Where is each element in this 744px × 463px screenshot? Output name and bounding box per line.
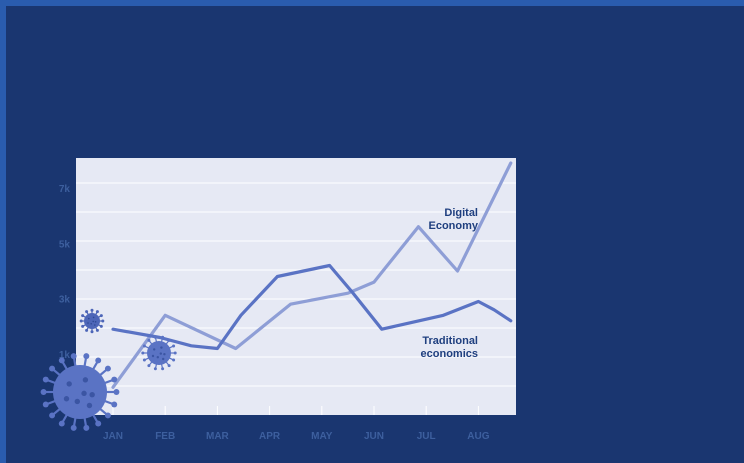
series-label-digital-line1: Digital (444, 207, 478, 219)
x-tick-label: JUL (417, 431, 436, 442)
virus-spike-tip (147, 338, 151, 342)
series-label-digital-line2: Economy (428, 220, 478, 232)
virus-spike-tip (42, 376, 49, 383)
virus-spike-tip (142, 344, 146, 348)
virus-spike-tip (58, 357, 65, 364)
virus-dot (151, 354, 155, 358)
virus-dot (90, 323, 92, 325)
x-tick-label: MAR (206, 431, 230, 442)
virus-spike-tip (95, 310, 99, 314)
virus-spike-tip (83, 424, 90, 431)
virus-spike-tip (95, 420, 102, 427)
x-tick-label: FEB (155, 431, 175, 442)
virus-spike-tip (172, 344, 176, 348)
virus-spike-tip (49, 412, 56, 419)
virus-spike-tip (172, 358, 176, 362)
series-line-traditional-economics (111, 263, 513, 351)
virus-icon-medium (141, 335, 177, 371)
virus-spike-tip (99, 324, 103, 328)
virus-dot (156, 356, 159, 359)
virus-spike-tip (58, 420, 65, 427)
virus-spike-tip (70, 353, 77, 360)
virus-spike-tip (153, 367, 157, 371)
virus-spike-tip (101, 319, 105, 323)
x-tick-label: MAY (311, 431, 333, 442)
virus-spike-tip (95, 357, 102, 364)
virus-dot (88, 317, 90, 320)
virus-spike-tip (167, 364, 171, 368)
virus-spike-tip (90, 330, 94, 334)
virus-icon-small (79, 308, 105, 334)
virus-body (147, 341, 171, 365)
virus-spike-tip (104, 365, 111, 372)
virus-dot (162, 357, 165, 361)
virus-spike-tip (167, 338, 171, 342)
virus-spike-tip (141, 351, 145, 355)
virus-dot (81, 390, 87, 397)
virus-dot (74, 398, 80, 405)
virus-spike-tip (104, 412, 111, 419)
x-tick-label: APR (259, 431, 281, 442)
x-axis-ticks: JAN FEB MAR APR MAY JUN JUL AUG (103, 406, 490, 442)
x-tick-label: JAN (103, 431, 123, 442)
virus-spike-tip (81, 314, 85, 318)
x-tick-label: JUN (364, 431, 384, 442)
virus-spike-tip (42, 401, 49, 408)
virus-dot (94, 324, 96, 326)
virus-spike-tip (111, 376, 118, 383)
virus-spike-tip (173, 351, 177, 355)
virus-spike-tip (79, 319, 83, 323)
virus-dot (163, 353, 166, 356)
y-tick-label: 3k (59, 295, 71, 306)
series-lines (111, 161, 513, 389)
plot-area (76, 158, 516, 415)
series-label-traditional-line1: Traditional (422, 335, 478, 347)
virus-spike-tip (83, 353, 90, 360)
virus-spike-tip (111, 401, 118, 408)
virus-body (84, 313, 100, 329)
virus-dot (92, 320, 94, 323)
y-tick-label: 1k (59, 350, 71, 361)
virus-spike-tip (95, 328, 99, 332)
virus-dot (66, 381, 72, 387)
virus-dot (159, 352, 162, 355)
virus-spike-tip (90, 308, 94, 312)
series-line-digital-economy (111, 161, 513, 389)
virus-dot (92, 316, 95, 319)
virus-spike-tip (161, 335, 165, 339)
virus-icon-large (40, 353, 120, 431)
virus-dot (94, 321, 97, 323)
virus-dot (89, 392, 95, 398)
virus-body (53, 365, 107, 419)
virus-spike-tip (81, 324, 85, 328)
virus-spike-tip (49, 365, 56, 372)
virus-spike-tip (70, 424, 77, 431)
virus-spike-tip (85, 328, 89, 332)
x-tick-label: AUG (467, 431, 489, 442)
virus-spike-tip (161, 367, 165, 371)
virus-spike-tip (40, 389, 47, 395)
virus-dot (87, 322, 89, 324)
virus-dot (86, 402, 93, 409)
virus-spike-tip (147, 364, 151, 368)
series-label-traditional-line2: economics (421, 348, 478, 360)
virus-dot (63, 396, 70, 402)
virus-spike-tip (153, 335, 157, 339)
virus-dot (153, 348, 156, 351)
virus-dot (160, 346, 163, 349)
virus-spike-tip (142, 358, 146, 362)
virus-dot (82, 377, 89, 383)
y-tick-label: 7k (59, 184, 71, 195)
y-axis-ticks: 7k 5k 3k 1k (59, 184, 71, 361)
virus-spike-tip (113, 389, 120, 395)
virus-spike-tip (85, 310, 89, 314)
virus-spike-tip (99, 314, 103, 318)
y-tick-label: 5k (59, 239, 71, 250)
